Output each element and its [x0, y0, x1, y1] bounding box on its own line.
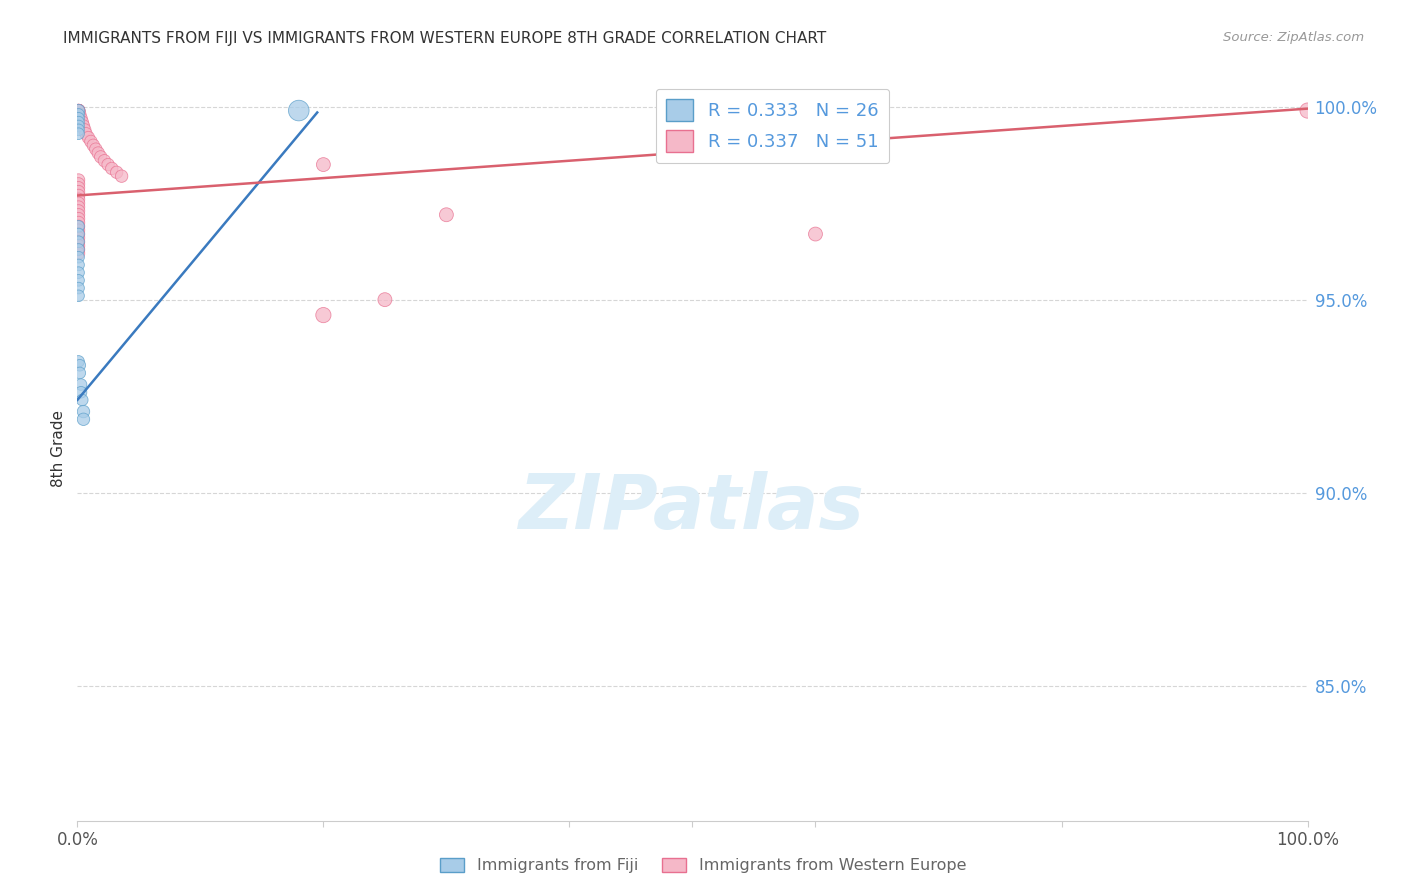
Point: [67, 235, 90, 249]
Text: IMMIGRANTS FROM FIJI VS IMMIGRANTS FROM WESTERN EUROPE 8TH GRADE CORRELATION CHA: IMMIGRANTS FROM FIJI VS IMMIGRANTS FROM …: [63, 31, 827, 46]
Point: [67, 103, 90, 118]
Point: [90, 150, 112, 164]
Point: [67, 173, 90, 187]
Point: [67, 203, 90, 218]
Point: [80, 135, 103, 149]
Point: [67, 219, 90, 234]
Point: [70, 385, 93, 400]
Point: [67, 180, 90, 194]
Point: [67, 185, 90, 199]
Text: Source: ZipAtlas.com: Source: ZipAtlas.com: [1223, 31, 1364, 45]
Point: [312, 158, 335, 172]
Point: [67, 266, 90, 280]
Point: [67, 354, 90, 368]
Point: [67, 235, 90, 249]
Point: [312, 308, 335, 322]
Point: [67, 258, 90, 272]
Point: [804, 227, 827, 241]
Point: [67, 103, 90, 118]
Point: [73, 123, 96, 137]
Point: [67, 273, 90, 287]
Point: [67, 103, 90, 118]
Y-axis label: 8th Grade: 8th Grade: [51, 409, 66, 487]
Point: [67, 243, 90, 257]
Point: [67, 243, 90, 257]
Point: [67, 103, 90, 118]
Point: [67, 112, 90, 126]
Point: [101, 161, 124, 176]
Point: [67, 200, 90, 214]
Point: [67, 281, 90, 295]
Point: [87, 146, 110, 161]
Point: [70, 115, 93, 129]
Point: [67, 103, 90, 118]
Point: [67, 250, 90, 264]
Point: [67, 107, 90, 121]
Point: [82, 138, 104, 153]
Point: [67, 215, 90, 229]
Point: [67, 177, 90, 191]
Point: [70, 377, 93, 392]
Point: [67, 227, 90, 241]
Point: [67, 196, 90, 211]
Point: [67, 192, 90, 206]
Point: [97, 158, 120, 172]
Point: [70, 112, 93, 126]
Point: [69, 107, 91, 121]
Point: [75, 127, 97, 141]
Point: [1296, 103, 1319, 118]
Point: [436, 208, 458, 222]
Point: [69, 358, 91, 372]
Point: [67, 238, 90, 252]
Point: [67, 211, 90, 226]
Point: [67, 103, 90, 118]
Point: [72, 404, 94, 418]
Point: [67, 103, 90, 118]
Legend: Immigrants from Fiji, Immigrants from Western Europe: Immigrants from Fiji, Immigrants from We…: [433, 851, 973, 880]
Point: [67, 219, 90, 234]
Point: [93, 153, 115, 168]
Point: [105, 165, 128, 179]
Point: [72, 119, 94, 133]
Point: [70, 392, 93, 407]
Text: ZIPatlas: ZIPatlas: [519, 471, 866, 545]
Point: [67, 127, 90, 141]
Point: [67, 246, 90, 260]
Point: [67, 289, 90, 303]
Point: [67, 123, 90, 137]
Point: [67, 188, 90, 202]
Point: [84, 142, 107, 156]
Point: [67, 103, 90, 118]
Point: [67, 227, 90, 241]
Legend: R = 0.333   N = 26, R = 0.337   N = 51: R = 0.333 N = 26, R = 0.337 N = 51: [655, 88, 890, 163]
Point: [72, 412, 94, 426]
Point: [111, 169, 132, 183]
Point: [67, 103, 90, 118]
Point: [69, 366, 91, 380]
Point: [67, 119, 90, 133]
Point: [374, 293, 396, 307]
Point: [77, 130, 100, 145]
Point: [67, 115, 90, 129]
Point: [288, 103, 311, 118]
Point: [67, 208, 90, 222]
Point: [67, 223, 90, 237]
Point: [67, 231, 90, 245]
